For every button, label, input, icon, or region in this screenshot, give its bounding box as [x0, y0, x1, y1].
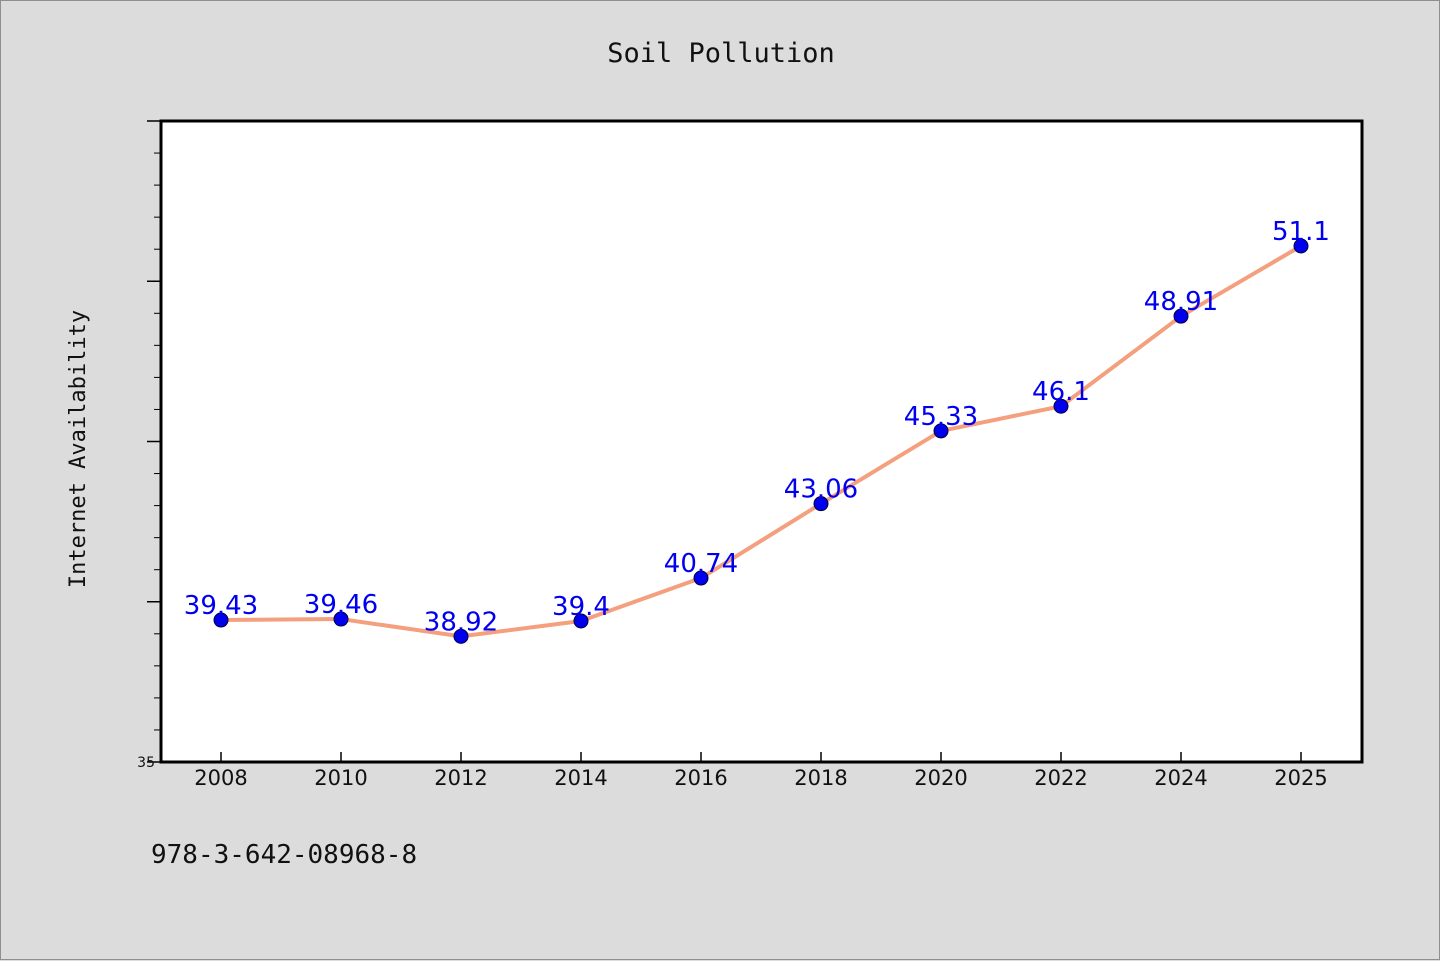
data-point — [573, 613, 589, 629]
isbn-footer: 978-3-642-08968-8 — [151, 840, 417, 870]
series-line-group — [219, 243, 1303, 639]
data-label: 39.43 — [184, 591, 258, 621]
data-point — [813, 496, 829, 512]
x-tick-label: 2018 — [794, 766, 847, 790]
plot-area — [159, 119, 1364, 764]
x-tick-label: 2012 — [434, 766, 487, 790]
data-markers — [213, 238, 1309, 644]
y-axis-label: Internet Availability — [66, 310, 91, 588]
y-tick-label: 35 — [137, 755, 155, 771]
x-tick-label: 2014 — [554, 766, 607, 790]
data-labels: 39.43 39.46 38.92 39.4 40.74 43.06 45.33 46.1 48… — [184, 217, 1330, 637]
data-label: 46.1 — [1032, 377, 1090, 407]
y-axis-ticks: 35 — [137, 120, 161, 771]
data-label: 51.1 — [1272, 217, 1330, 247]
x-tick-label: 2020 — [914, 766, 967, 790]
x-tick-label: 2010 — [314, 766, 367, 790]
data-point — [213, 612, 229, 628]
data-label: 43.06 — [784, 475, 858, 505]
x-tick-label: 2008 — [194, 766, 247, 790]
data-label: 39.4 — [552, 592, 610, 622]
x-tick-label: 2022 — [1034, 766, 1087, 790]
x-tick-label: 2025 — [1274, 766, 1327, 790]
data-label: 48.91 — [1144, 287, 1218, 317]
data-label: 45.33 — [904, 402, 978, 432]
series-line — [219, 243, 1303, 639]
data-point — [1293, 238, 1309, 254]
data-point — [1173, 308, 1189, 324]
data-point — [933, 423, 949, 439]
data-point — [1053, 398, 1069, 414]
data-point — [453, 628, 469, 644]
data-label: 40.74 — [664, 549, 738, 579]
chart-title: Soil Pollution — [607, 38, 835, 69]
data-label: 38.92 — [424, 607, 498, 637]
data-point — [333, 611, 349, 627]
data-label: 39.46 — [304, 590, 378, 620]
data-point — [693, 570, 709, 586]
x-axis-ticks: 2008 2010 2012 2014 2016 2018 2020 2022 2024 2025 — [194, 752, 1328, 790]
x-tick-label: 2016 — [674, 766, 727, 790]
x-tick-label: 2024 — [1154, 766, 1207, 790]
